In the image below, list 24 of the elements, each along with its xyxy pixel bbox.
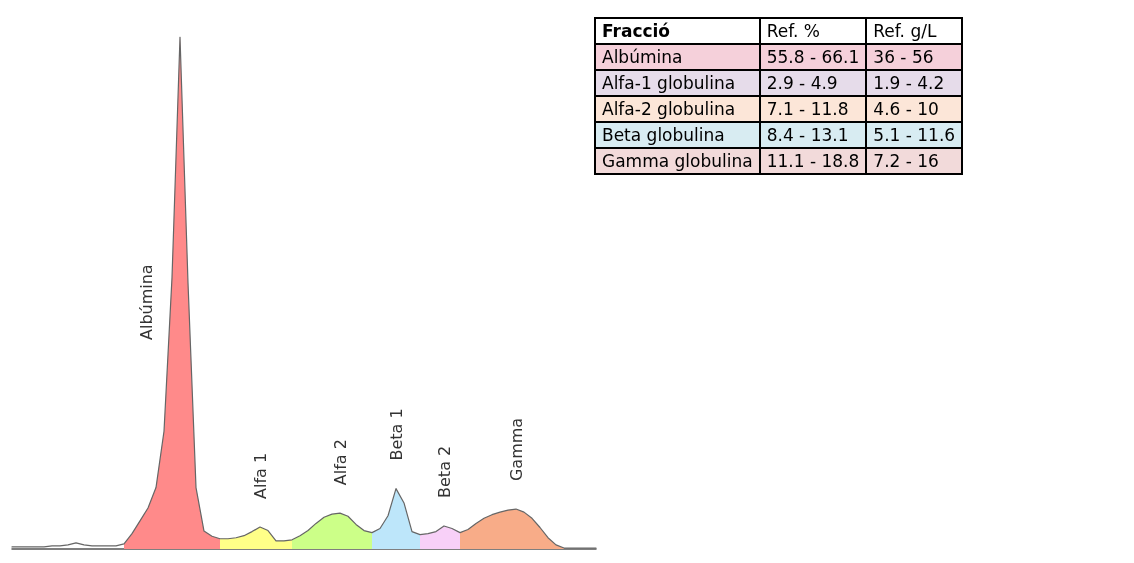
category-label: Albúmina <box>602 47 683 67</box>
category-label: Gamma globulina <box>602 151 753 171</box>
text: 4.6 - 10 <box>873 99 939 119</box>
text: 11.1 - 18.8 <box>766 151 860 171</box>
text: 8.4 - 13.1 <box>766 125 849 145</box>
text: 1.9 - 4.2 <box>873 73 945 93</box>
text: 55.8 - 66.1 <box>766 47 860 67</box>
text: 36 - 56 <box>873 47 934 67</box>
text: Fracció <box>595 18 760 44</box>
text: Beta 2 <box>434 445 454 498</box>
category-label: Alfa-1 globulina <box>602 73 736 93</box>
category-label: Ref. % <box>759 18 867 44</box>
text: 7.2 - 16 <box>873 151 939 171</box>
category-label: Beta globulina <box>602 125 725 145</box>
text: Alfa 1 <box>250 452 270 499</box>
text: Gamma <box>506 417 526 482</box>
text: 5.1 - 11.6 <box>873 125 956 145</box>
category-label: Alfa-2 globulina <box>602 99 736 119</box>
text: 2.9 - 4.9 <box>766 73 838 93</box>
text: 7.1 - 11.8 <box>766 99 849 119</box>
text: Albúmina <box>136 264 156 340</box>
category-label: Ref. g/L <box>866 18 963 44</box>
text: Alfa 2 <box>330 439 350 486</box>
text: Beta 1 <box>386 408 406 461</box>
